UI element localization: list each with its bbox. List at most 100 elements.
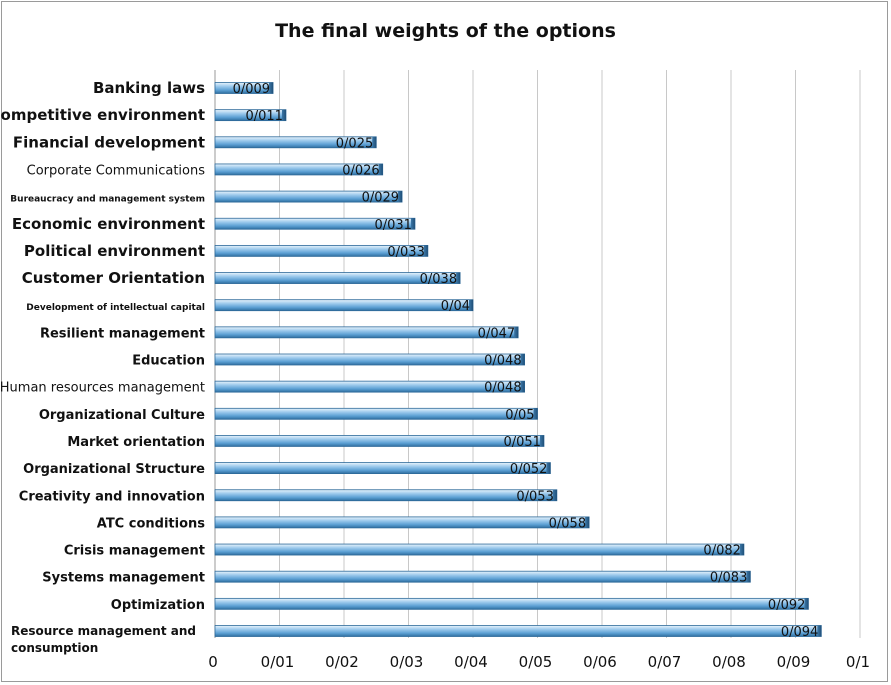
- value-label: 0/033: [387, 245, 424, 260]
- value-label: 0/05: [505, 408, 534, 423]
- x-tick-label: 0/02: [325, 653, 359, 671]
- category-labels: Banking laws Competitive environment Finan…: [0, 79, 205, 655]
- value-label: 0/052: [510, 462, 547, 477]
- bar-end-cap: [546, 462, 551, 474]
- category-label: Crisis management: [64, 544, 205, 559]
- bar: [214, 326, 519, 339]
- bar: [214, 82, 274, 94]
- bar-end-cap: [552, 489, 557, 501]
- value-label: 0/04: [441, 299, 470, 314]
- bar: [214, 489, 558, 502]
- bar-body: [214, 435, 545, 447]
- bar-end-cap: [372, 136, 377, 148]
- category-label: Optimization: [111, 598, 205, 613]
- x-tick-label: 0/09: [777, 653, 811, 671]
- bar: [214, 407, 538, 420]
- bar-end-cap: [520, 354, 525, 365]
- bar-body: [214, 380, 526, 393]
- x-tick-label: 0/05: [519, 653, 553, 671]
- bar: [214, 272, 461, 284]
- x-tick-label: 0/01: [261, 653, 295, 671]
- category-label: Political environment: [24, 242, 205, 260]
- bar-end-cap: [398, 191, 403, 203]
- value-label: 0/051: [503, 435, 540, 450]
- value-label: 0/029: [362, 191, 399, 206]
- bar-end-cap: [739, 544, 744, 556]
- bar-body: [214, 597, 809, 610]
- bar: [214, 353, 526, 366]
- bar: [214, 109, 287, 122]
- value-label: 0/026: [342, 163, 379, 178]
- value-label: 0/038: [420, 272, 457, 287]
- value-label: 0/092: [768, 598, 805, 613]
- chart-title: The final weights of the options: [275, 20, 616, 42]
- category-label: Resource management and consumption: [11, 624, 196, 655]
- bar-end-cap: [469, 299, 473, 311]
- category-label: Creativity and innovation: [19, 489, 205, 504]
- category-label: Organizational Culture: [39, 408, 205, 423]
- bar: [214, 244, 429, 257]
- value-label: 0/083: [710, 571, 747, 586]
- value-label: 0/082: [703, 544, 740, 559]
- category-label: Education: [132, 354, 205, 369]
- category-label: Resilient management: [40, 326, 205, 341]
- bar-end-cap: [514, 326, 519, 338]
- bar-end-cap: [585, 516, 590, 528]
- bar-end-cap: [378, 163, 383, 175]
- bar-end-cap: [746, 571, 751, 583]
- x-tick-label: 0/07: [648, 653, 682, 671]
- bar: [214, 543, 745, 556]
- bar: [214, 435, 545, 447]
- value-label: 0/048: [484, 381, 521, 396]
- category-label: Human resources management: [0, 381, 205, 396]
- category-label: Organizational Structure: [23, 462, 205, 477]
- bar-end-cap: [520, 381, 525, 393]
- category-label: Competitive environment: [0, 106, 205, 124]
- value-label: 0/048: [484, 354, 521, 369]
- bar-body: [214, 353, 526, 366]
- x-tick-label: 0/08: [712, 653, 746, 671]
- value-label: 0/094: [781, 625, 818, 640]
- value-label: 0/025: [336, 136, 373, 151]
- bar-end-cap: [281, 109, 286, 121]
- category-label: Corporate Communications: [27, 163, 206, 178]
- category-label: ATC conditions: [97, 516, 205, 531]
- value-label: 0/047: [478, 326, 515, 341]
- bar: [214, 570, 751, 583]
- bar-end-cap: [269, 82, 274, 94]
- bar-body: [214, 543, 745, 556]
- value-label: 0/009: [233, 82, 270, 97]
- value-label: 0/011: [245, 109, 282, 124]
- x-tick-label: 0/04: [454, 653, 488, 671]
- bar-end-cap: [817, 625, 822, 637]
- bar-end-cap: [456, 272, 461, 284]
- category-label: Bureaucracy and management system: [10, 195, 205, 205]
- x-tick-label: 0: [208, 653, 218, 671]
- bar-body: [214, 326, 519, 339]
- value-labels: 0/009 0/011 0/025 0/026 0/029 0/031 0/033 0/038…: [233, 82, 819, 640]
- bar: [214, 597, 809, 610]
- bar-end-cap: [539, 435, 544, 447]
- bar: [214, 380, 526, 393]
- category-label: Market orientation: [67, 435, 205, 450]
- bar: [214, 625, 822, 637]
- bar-body: [214, 462, 551, 475]
- bar-body: [214, 625, 822, 637]
- category-label: Systems management: [42, 571, 205, 586]
- bar-end-cap: [423, 245, 428, 257]
- bar: [214, 217, 416, 230]
- value-label: 0/053: [516, 489, 553, 504]
- bar-end-cap: [410, 218, 415, 230]
- x-tick-label: 0/03: [390, 653, 424, 671]
- bar: [214, 299, 474, 312]
- category-label: Banking laws: [93, 79, 205, 97]
- bar: [214, 462, 551, 475]
- bar: [214, 163, 384, 176]
- bar-body: [214, 516, 590, 529]
- bar-body: [214, 489, 558, 502]
- bar-body: [214, 407, 538, 420]
- bars: [214, 82, 822, 637]
- bar-end-cap: [533, 408, 538, 420]
